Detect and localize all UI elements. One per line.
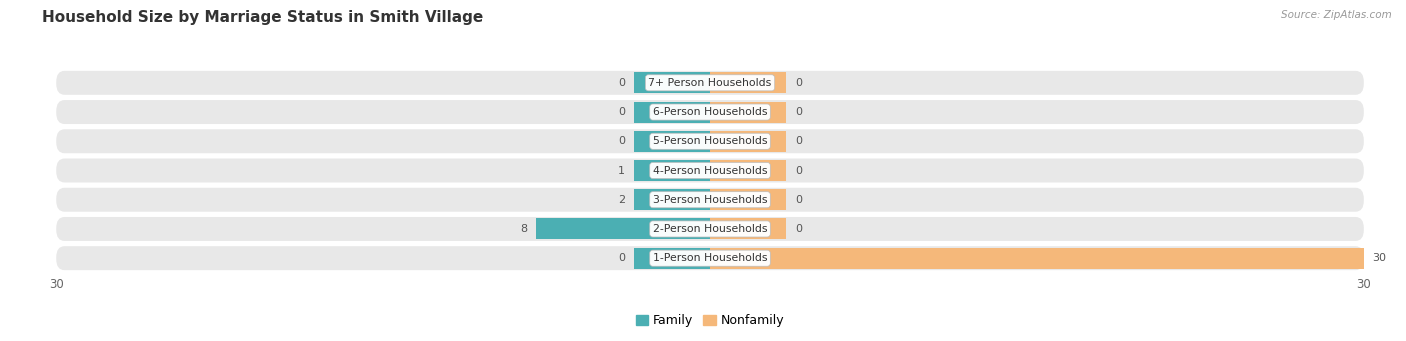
FancyBboxPatch shape: [56, 217, 1364, 241]
Text: 7+ Person Households: 7+ Person Households: [648, 78, 772, 88]
Text: 4-Person Households: 4-Person Households: [652, 165, 768, 176]
Bar: [634, 72, 710, 93]
Text: 0: 0: [794, 195, 801, 205]
FancyBboxPatch shape: [56, 71, 1364, 95]
Text: 2: 2: [617, 195, 626, 205]
FancyBboxPatch shape: [56, 100, 1364, 124]
Text: 5-Person Households: 5-Person Households: [652, 136, 768, 146]
Text: 0: 0: [619, 253, 626, 263]
Bar: [536, 219, 710, 239]
Text: 2-Person Households: 2-Person Households: [652, 224, 768, 234]
Bar: [634, 131, 710, 152]
Bar: [710, 102, 786, 122]
Text: 0: 0: [794, 224, 801, 234]
FancyBboxPatch shape: [56, 246, 1364, 270]
Text: 0: 0: [794, 78, 801, 88]
Text: 8: 8: [520, 224, 527, 234]
Bar: [710, 131, 786, 152]
FancyBboxPatch shape: [56, 159, 1364, 182]
Bar: [710, 219, 786, 239]
Text: 0: 0: [619, 78, 626, 88]
Bar: [710, 248, 1364, 269]
Bar: [634, 102, 710, 122]
Bar: [634, 160, 710, 181]
Text: 0: 0: [794, 165, 801, 176]
Text: 6-Person Households: 6-Person Households: [652, 107, 768, 117]
FancyBboxPatch shape: [56, 188, 1364, 212]
Bar: [710, 160, 786, 181]
Bar: [710, 72, 786, 93]
Bar: [634, 248, 710, 269]
FancyBboxPatch shape: [56, 129, 1364, 153]
Text: 1-Person Households: 1-Person Households: [652, 253, 768, 263]
Legend: Family, Nonfamily: Family, Nonfamily: [631, 309, 789, 332]
Text: Household Size by Marriage Status in Smith Village: Household Size by Marriage Status in Smi…: [42, 10, 484, 25]
Text: 0: 0: [794, 107, 801, 117]
Text: 3-Person Households: 3-Person Households: [652, 195, 768, 205]
Bar: [710, 189, 786, 210]
Text: 0: 0: [619, 136, 626, 146]
Text: 0: 0: [619, 107, 626, 117]
Text: Source: ZipAtlas.com: Source: ZipAtlas.com: [1281, 10, 1392, 20]
Text: 30: 30: [1372, 253, 1386, 263]
Text: 1: 1: [619, 165, 626, 176]
Bar: [634, 189, 710, 210]
Text: 0: 0: [794, 136, 801, 146]
